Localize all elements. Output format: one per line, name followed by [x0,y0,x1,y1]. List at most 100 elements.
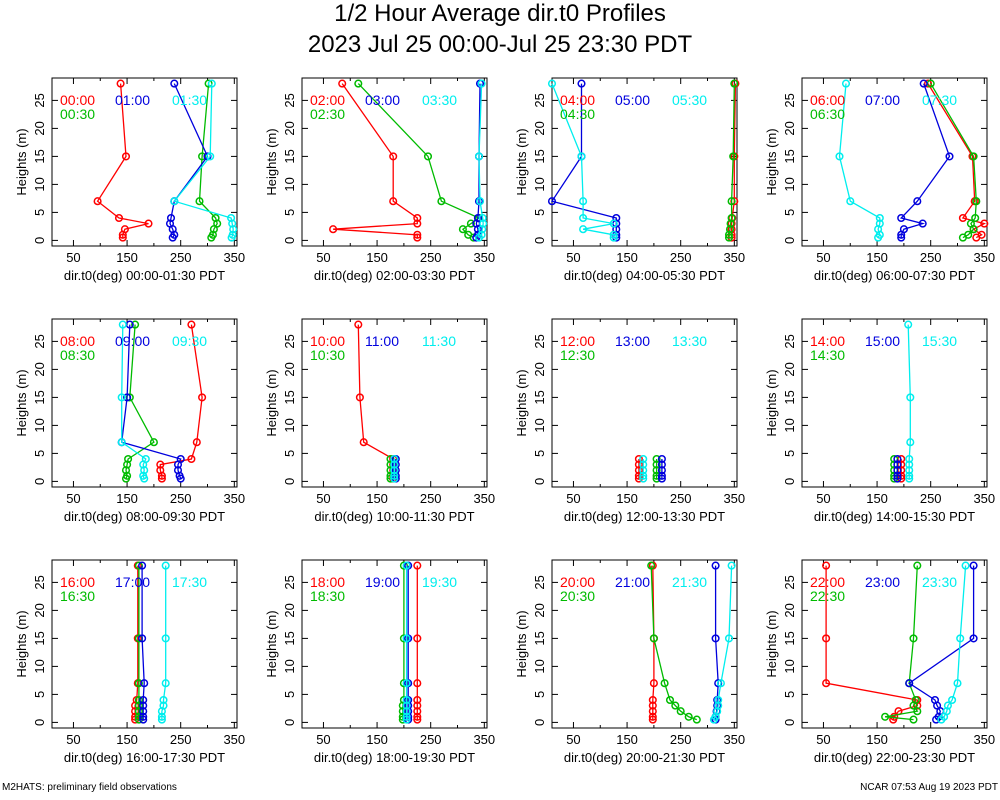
data-point [118,233,127,242]
series-label: 18:30 [310,588,345,604]
y-tick-label: 10 [32,177,47,191]
x-tick-label: 50 [316,732,330,747]
series-label: 08:30 [60,347,95,363]
data-point [474,152,484,161]
x-tick-label: 150 [116,732,138,747]
plot-frame [551,559,738,729]
y-tick-label: 15 [282,149,297,163]
y-tick-label: 20 [782,362,797,376]
x-axis-label: dir.t0(deg) 22:00-23:30 PDT [814,750,975,765]
plot-frame [301,318,488,488]
data-point [413,219,422,228]
data-point [945,152,954,161]
y-axis-label: Heights (m) [14,128,29,195]
footer-timestamp: NCAR 07:53 Aug 19 2023 PDT [860,782,998,793]
series-label: 03:30 [422,92,457,108]
data-point [609,219,618,228]
y-tick-label: 20 [282,362,297,376]
x-tick-label: 350 [723,250,745,265]
y-tick-label: 15 [32,631,47,645]
y-tick-label: 0 [532,478,547,485]
y-tick-label: 20 [532,121,547,135]
series-label: 08:00 [60,333,95,349]
x-axis-label: dir.t0(deg) 02:00-03:30 PDT [314,268,475,283]
data-point [648,695,657,705]
data-point [121,152,131,161]
y-tick-label: 0 [782,478,797,485]
x-tick-label: 350 [723,491,745,506]
data-point [579,225,588,234]
data-point [634,466,643,475]
x-tick-label: 50 [316,250,330,265]
y-tick-label: 10 [282,177,297,191]
y-axis-label: Heights (m) [764,610,779,677]
data-point [165,219,175,228]
y-tick-label: 25 [532,334,547,348]
data-point [156,460,165,469]
data-point [930,695,940,705]
series-label: 06:00 [810,92,845,108]
data-point [139,715,148,724]
y-tick-label: 5 [282,209,297,216]
data-point [355,393,364,402]
data-point [634,454,643,464]
data-point [187,320,196,329]
data-point [942,707,951,716]
series-label: 11:00 [365,333,399,349]
x-tick-label: 50 [816,250,830,265]
data-point [176,454,185,464]
x-tick-label: 350 [723,732,745,747]
y-axis-label: Heights (m) [514,128,529,195]
data-point [897,233,906,242]
data-point [157,715,166,724]
y-tick-label: 15 [782,631,797,645]
y-tick-label: 25 [782,575,797,589]
data-point [875,213,884,223]
data-point [413,715,422,724]
y-axis-label: Heights (m) [764,128,779,195]
x-tick-label: 250 [420,250,442,265]
data-point [579,197,588,206]
data-point [969,561,978,570]
data-point [149,438,158,447]
x-tick-label: 50 [566,250,580,265]
series-label: 11:30 [422,333,456,349]
profile-panel: 50 150 250 350 0 5 10 15 20 25 dir.t0(deg) 18:00-1… [264,559,495,765]
y-tick-label: 0 [32,237,47,244]
x-tick-label: 250 [420,491,442,506]
plot-frame [801,77,988,247]
data-point [648,715,657,724]
profile-panel: 50 150 250 350 0 5 10 15 20 25 dir.t0(deg) 14:00-1… [764,318,995,524]
data-point [134,707,143,716]
data-point [477,79,486,88]
y-tick-label: 10 [32,659,47,673]
profile-panel: 50 150 250 350 0 5 10 15 20 25 dir.t0(deg) 16:00-1… [14,559,245,765]
y-tick-label: 25 [32,334,47,348]
data-point [652,460,661,469]
profile-panel: 50 150 250 350 0 5 10 15 20 25 dir.t0(deg) 06:00-0… [764,77,995,283]
series-label: 21:00 [615,574,650,590]
data-point [609,230,618,239]
data-point [134,695,143,705]
data-point [657,471,666,480]
x-tick-label: 50 [816,491,830,506]
data-point [714,695,723,705]
y-tick-label: 20 [532,362,547,376]
plot-frame [801,318,988,488]
data-point [390,460,399,469]
y-tick-label: 25 [532,93,547,107]
data-point [478,213,487,223]
data-point [479,219,488,228]
data-point [724,233,734,242]
series-label: 00:30 [60,106,95,122]
data-point [208,230,217,239]
data-point [652,466,661,475]
data-point [956,634,965,643]
series-label: 19:00 [365,574,400,590]
x-axis-label: dir.t0(deg) 12:00-13:30 PDT [564,509,725,524]
y-tick-label: 5 [32,209,47,216]
y-tick-label: 5 [282,691,297,698]
data-point [841,79,851,88]
data-point [139,471,148,480]
data-point [413,701,422,710]
